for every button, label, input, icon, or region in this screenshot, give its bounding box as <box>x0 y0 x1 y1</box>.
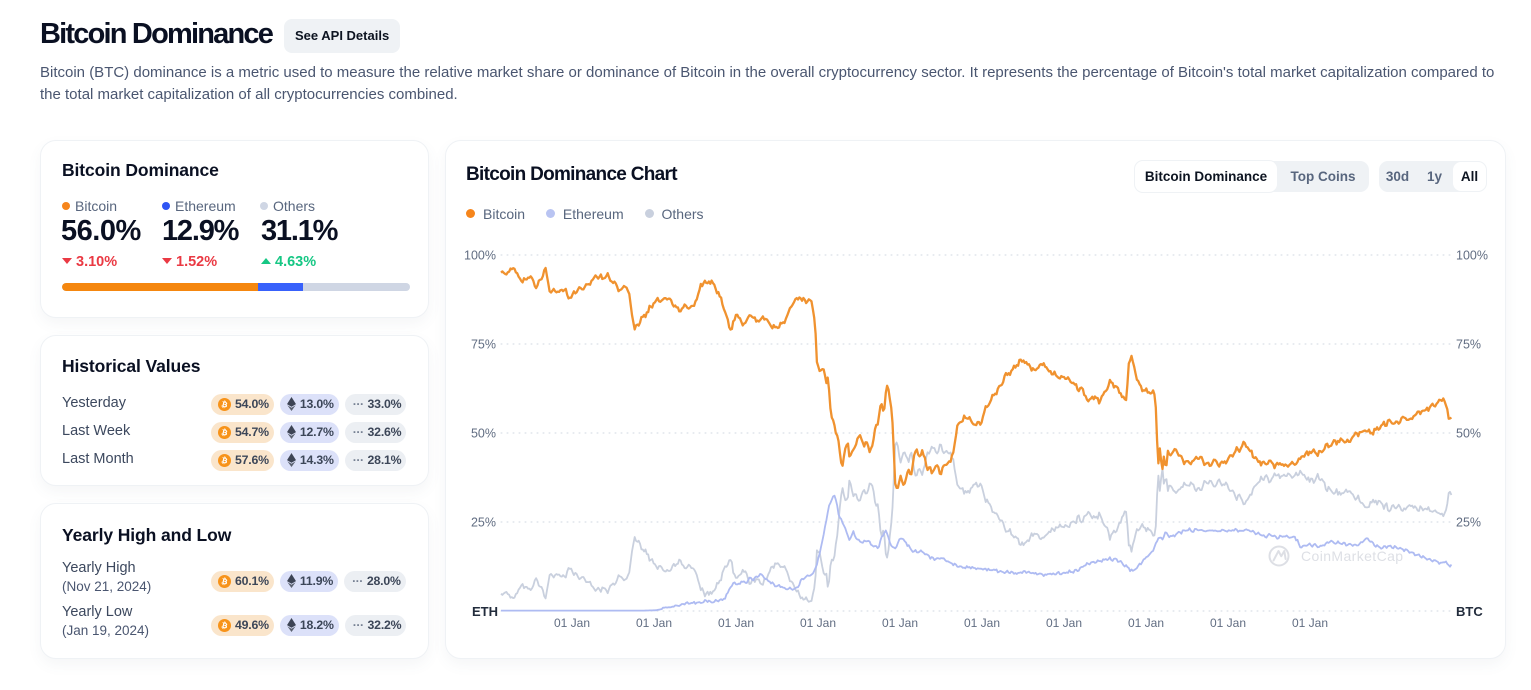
svg-text:01 Jan: 01 Jan <box>1046 616 1082 630</box>
svg-text:01 Jan: 01 Jan <box>882 616 918 630</box>
svg-text:01 Jan: 01 Jan <box>1292 616 1328 630</box>
svg-text:01 Jan: 01 Jan <box>636 616 672 630</box>
svg-text:01 Jan: 01 Jan <box>1128 616 1164 630</box>
svg-text:01 Jan: 01 Jan <box>964 616 1000 630</box>
svg-text:75%: 75% <box>471 338 496 352</box>
svg-text:25%: 25% <box>1456 516 1481 530</box>
svg-text:01 Jan: 01 Jan <box>800 616 836 630</box>
svg-text:BTC: BTC <box>1456 604 1483 619</box>
svg-text:ETH: ETH <box>472 604 498 619</box>
svg-text:50%: 50% <box>471 427 496 441</box>
svg-text:50%: 50% <box>1456 427 1481 441</box>
svg-text:CoinMarketCap: CoinMarketCap <box>1301 548 1403 564</box>
svg-text:25%: 25% <box>471 516 496 530</box>
svg-text:100%: 100% <box>1456 249 1488 263</box>
svg-text:75%: 75% <box>1456 338 1481 352</box>
svg-text:01 Jan: 01 Jan <box>718 616 754 630</box>
svg-text:01 Jan: 01 Jan <box>554 616 590 630</box>
svg-text:01 Jan: 01 Jan <box>1210 616 1246 630</box>
svg-text:100%: 100% <box>464 249 496 263</box>
